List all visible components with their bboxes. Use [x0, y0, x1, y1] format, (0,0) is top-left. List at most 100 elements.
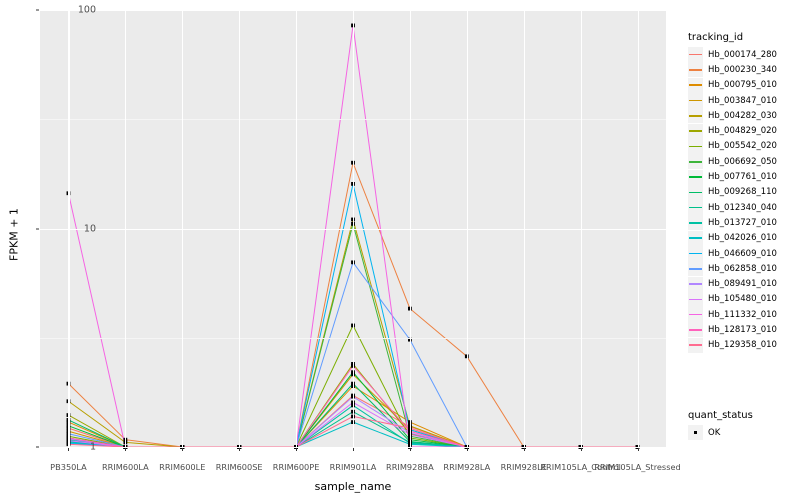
legend-color-swatch — [688, 93, 703, 109]
legend-line-icon — [689, 313, 702, 316]
legend-item-label: Hb_012340_040 — [708, 202, 777, 213]
legend-color-swatch — [688, 291, 703, 307]
x-axis-tick-mark — [296, 448, 298, 451]
legend-line-icon — [689, 329, 702, 331]
x-axis-tick-label: RRIM600SE — [215, 462, 263, 472]
gridline-major-x — [296, 10, 298, 447]
legend-color-swatch — [688, 184, 703, 200]
x-axis-tick-mark — [182, 448, 184, 451]
gridline-major-x — [353, 10, 355, 447]
legend-item-label: Hb_128173_010 — [708, 324, 777, 335]
legend-item-label: Hb_000174_280 — [708, 49, 777, 60]
legend-item-label: Hb_006692_050 — [708, 156, 777, 167]
gridline-major-x — [466, 10, 468, 447]
legend-item-label: OK — [708, 427, 721, 438]
legend-line-icon — [689, 252, 702, 255]
legend-color-swatch — [688, 123, 703, 139]
x-axis-tick-label: RRIM928LE — [500, 462, 547, 472]
legend-color-swatch — [688, 215, 703, 231]
legend-marker-swatch — [688, 425, 703, 441]
data-point — [66, 413, 71, 417]
gridline-major-x — [182, 10, 184, 447]
data-point — [66, 431, 71, 436]
legend-line-icon — [689, 176, 702, 178]
legend-item[interactable]: Hb_012340_040 — [688, 200, 777, 216]
legend-line-icon — [689, 298, 702, 301]
legend-item[interactable]: Hb_111332_010 — [688, 307, 777, 323]
x-axis-tick-mark — [523, 448, 525, 451]
legend-item[interactable]: Hb_000795_010 — [688, 77, 777, 93]
x-axis-title: sample_name — [314, 480, 392, 493]
legend-color-swatch — [688, 200, 703, 216]
x-axis-tick-mark — [466, 448, 468, 451]
y-axis-tick-label: 1 — [89, 441, 96, 453]
x-axis-tick-label: RRIM600PE — [272, 462, 320, 472]
legend-color-swatch — [688, 108, 703, 124]
legend-item[interactable]: Hb_013727_010 — [688, 215, 777, 231]
legend-item[interactable]: Hb_000174_280 — [688, 47, 777, 63]
legend-item[interactable]: Hb_129358_010 — [688, 337, 777, 353]
y-axis-tick-mark — [36, 9, 39, 11]
legend-item-label: Hb_089491_010 — [708, 279, 777, 290]
legend-line-icon — [689, 344, 702, 347]
legend-item[interactable]: Hb_000230_340 — [688, 62, 777, 78]
x-axis-tick-label: PB350LA — [50, 462, 87, 472]
legend-item[interactable]: Hb_046609_010 — [688, 246, 777, 261]
data-point — [66, 429, 71, 434]
gridline-major-x — [409, 10, 411, 447]
legend-item-label: Hb_000795_010 — [708, 80, 777, 91]
legend-item-label: Hb_004282_030 — [708, 110, 777, 121]
legend-item[interactable]: Hb_042026_010 — [688, 230, 777, 246]
legend-color-swatch — [688, 322, 703, 338]
y-axis-tick-mark — [36, 446, 39, 448]
legend-item-label: Hb_009268_110 — [708, 187, 777, 198]
legend-color-swatch — [688, 307, 703, 323]
legend-line-icon — [689, 84, 702, 87]
x-axis-tick-mark — [68, 448, 70, 451]
legend-item[interactable]: Hb_003847_010 — [688, 93, 777, 109]
legend-line-icon — [689, 115, 702, 117]
data-point — [66, 442, 71, 447]
legend-line-icon — [689, 206, 702, 209]
data-point — [66, 418, 71, 422]
legend-item[interactable]: Hb_006692_050 — [688, 154, 777, 170]
legend-item[interactable]: Hb_004829_020 — [688, 123, 777, 139]
gridline-major-x — [523, 10, 525, 447]
legend-item[interactable]: Hb_004282_030 — [688, 108, 777, 124]
legend-line-icon — [689, 53, 702, 56]
legend-color-swatch — [688, 77, 703, 93]
x-axis-tick-mark — [239, 448, 241, 451]
data-point — [66, 436, 71, 440]
data-point — [66, 381, 71, 386]
gridline-major-x — [580, 10, 582, 447]
legend-item[interactable]: Hb_089491_010 — [688, 276, 777, 292]
legend-item[interactable]: Hb_105480_010 — [688, 291, 777, 307]
legend-item[interactable]: Hb_005542_020 — [688, 138, 777, 154]
legend-color-swatch — [688, 47, 703, 63]
legend-line-icon — [689, 69, 702, 71]
legend-line-icon — [689, 160, 702, 163]
y-axis-title: FPKM + 1 — [7, 208, 21, 261]
legend-item[interactable]: Hb_062858_010 — [688, 261, 777, 277]
legend-item-label: Hb_007761_010 — [708, 172, 777, 183]
legend-item[interactable]: Hb_009268_110 — [688, 184, 777, 200]
x-axis-tick-label: RRIM901LA — [329, 462, 377, 472]
legend-quant-status-title: quant_status — [688, 410, 753, 421]
legend-item-label: Hb_105480_010 — [708, 294, 777, 305]
gridline-major-x — [68, 10, 70, 447]
data-point — [66, 420, 71, 424]
y-axis-tick-label: 10 — [83, 223, 96, 234]
x-axis-tick-label: RRIM600LA — [101, 462, 149, 472]
x-axis-tick-label: RRIM600LE — [159, 462, 206, 472]
legend-item[interactable]: Hb_007761_010 — [688, 169, 777, 185]
legend-line-icon — [689, 237, 702, 239]
legend-item[interactable]: OK — [688, 425, 753, 441]
legend-line-icon — [689, 268, 702, 270]
legend-item-label: Hb_003847_010 — [708, 95, 777, 106]
legend-quant-status-items: OK — [688, 425, 753, 441]
legend-item[interactable]: Hb_128173_010 — [688, 322, 777, 338]
legend-color-swatch — [688, 276, 703, 292]
legend-line-icon — [689, 99, 702, 102]
legend-color-swatch — [688, 246, 703, 261]
